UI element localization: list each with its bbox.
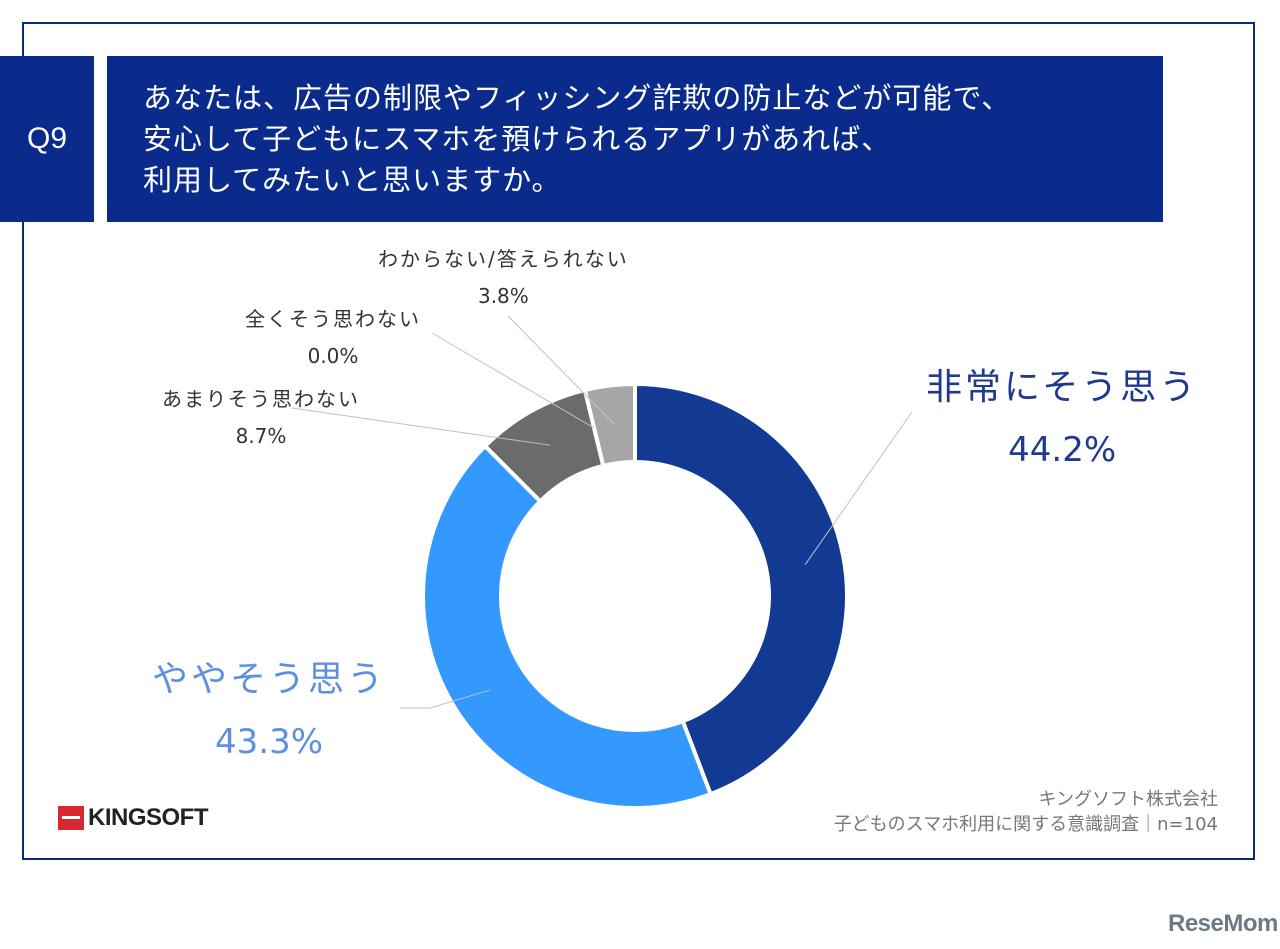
leader-dont-know [507,315,615,425]
source-company: キングソフト株式会社 [1038,789,1218,810]
leader-very-agree [804,411,913,565]
leader-lines [291,315,913,709]
source-survey: 子どものスマホ利用に関する意識調査｜n=104 [833,814,1218,835]
label-very-agree: 非常にそう思う 44.2% [926,358,1198,470]
question-line-2: 安心して子どもにスマホを預けられるアプリがあれば、 [143,122,892,156]
kingsoft-logo-icon [58,806,84,830]
leader-not-at-all [431,332,595,429]
label-not-at-all-value: 0.0% [307,344,359,368]
label-not-at-all-name: 全くそう思わない [245,307,421,331]
label-dont-know: わからない/答えられない 3.8% [378,243,629,308]
slice-somewhat-agree [421,443,714,810]
kingsoft-logo-text: KINGSOFT [88,804,209,831]
slice-very-agree [633,381,849,797]
question-box: あなたは、広告の制限やフィッシング詐欺の防止などが可能で、 安心して子どもにスマ… [107,56,1163,222]
label-not-at-all: 全くそう思わない 0.0% [245,303,421,368]
donut-slices [421,381,849,810]
leader-not-much [291,407,551,446]
label-very-agree-value: 44.2% [1008,430,1117,470]
question-line-1: あなたは、広告の制限やフィッシング詐欺の防止などが可能で、 [143,81,1012,115]
resemom-watermark: ReseMom [1168,910,1278,937]
label-somewhat-agree-value: 43.3% [215,722,324,762]
label-somewhat-agree: ややそう思う 43.3% [152,650,386,762]
leader-somewhat-agree [400,689,490,709]
label-somewhat-agree-name: ややそう思う [152,659,387,700]
label-not-much-name: あまりそう思わない [162,387,360,411]
label-dont-know-name: わからない/答えられない [378,247,629,271]
label-not-much-value: 8.7% [235,424,287,448]
slice-dont-know [582,381,637,469]
slide-frame [22,22,1255,860]
label-not-much: あまりそう思わない 8.7% [162,383,360,448]
label-very-agree-name: 非常にそう思う [926,367,1199,408]
question-line-3: 利用してみたいと思いますか。 [143,163,562,197]
label-dont-know-value: 3.8% [477,284,529,308]
question-number-badge: Q9 [0,56,94,222]
kingsoft-logo: KINGSOFT [58,804,209,832]
question-number: Q9 [26,122,68,155]
